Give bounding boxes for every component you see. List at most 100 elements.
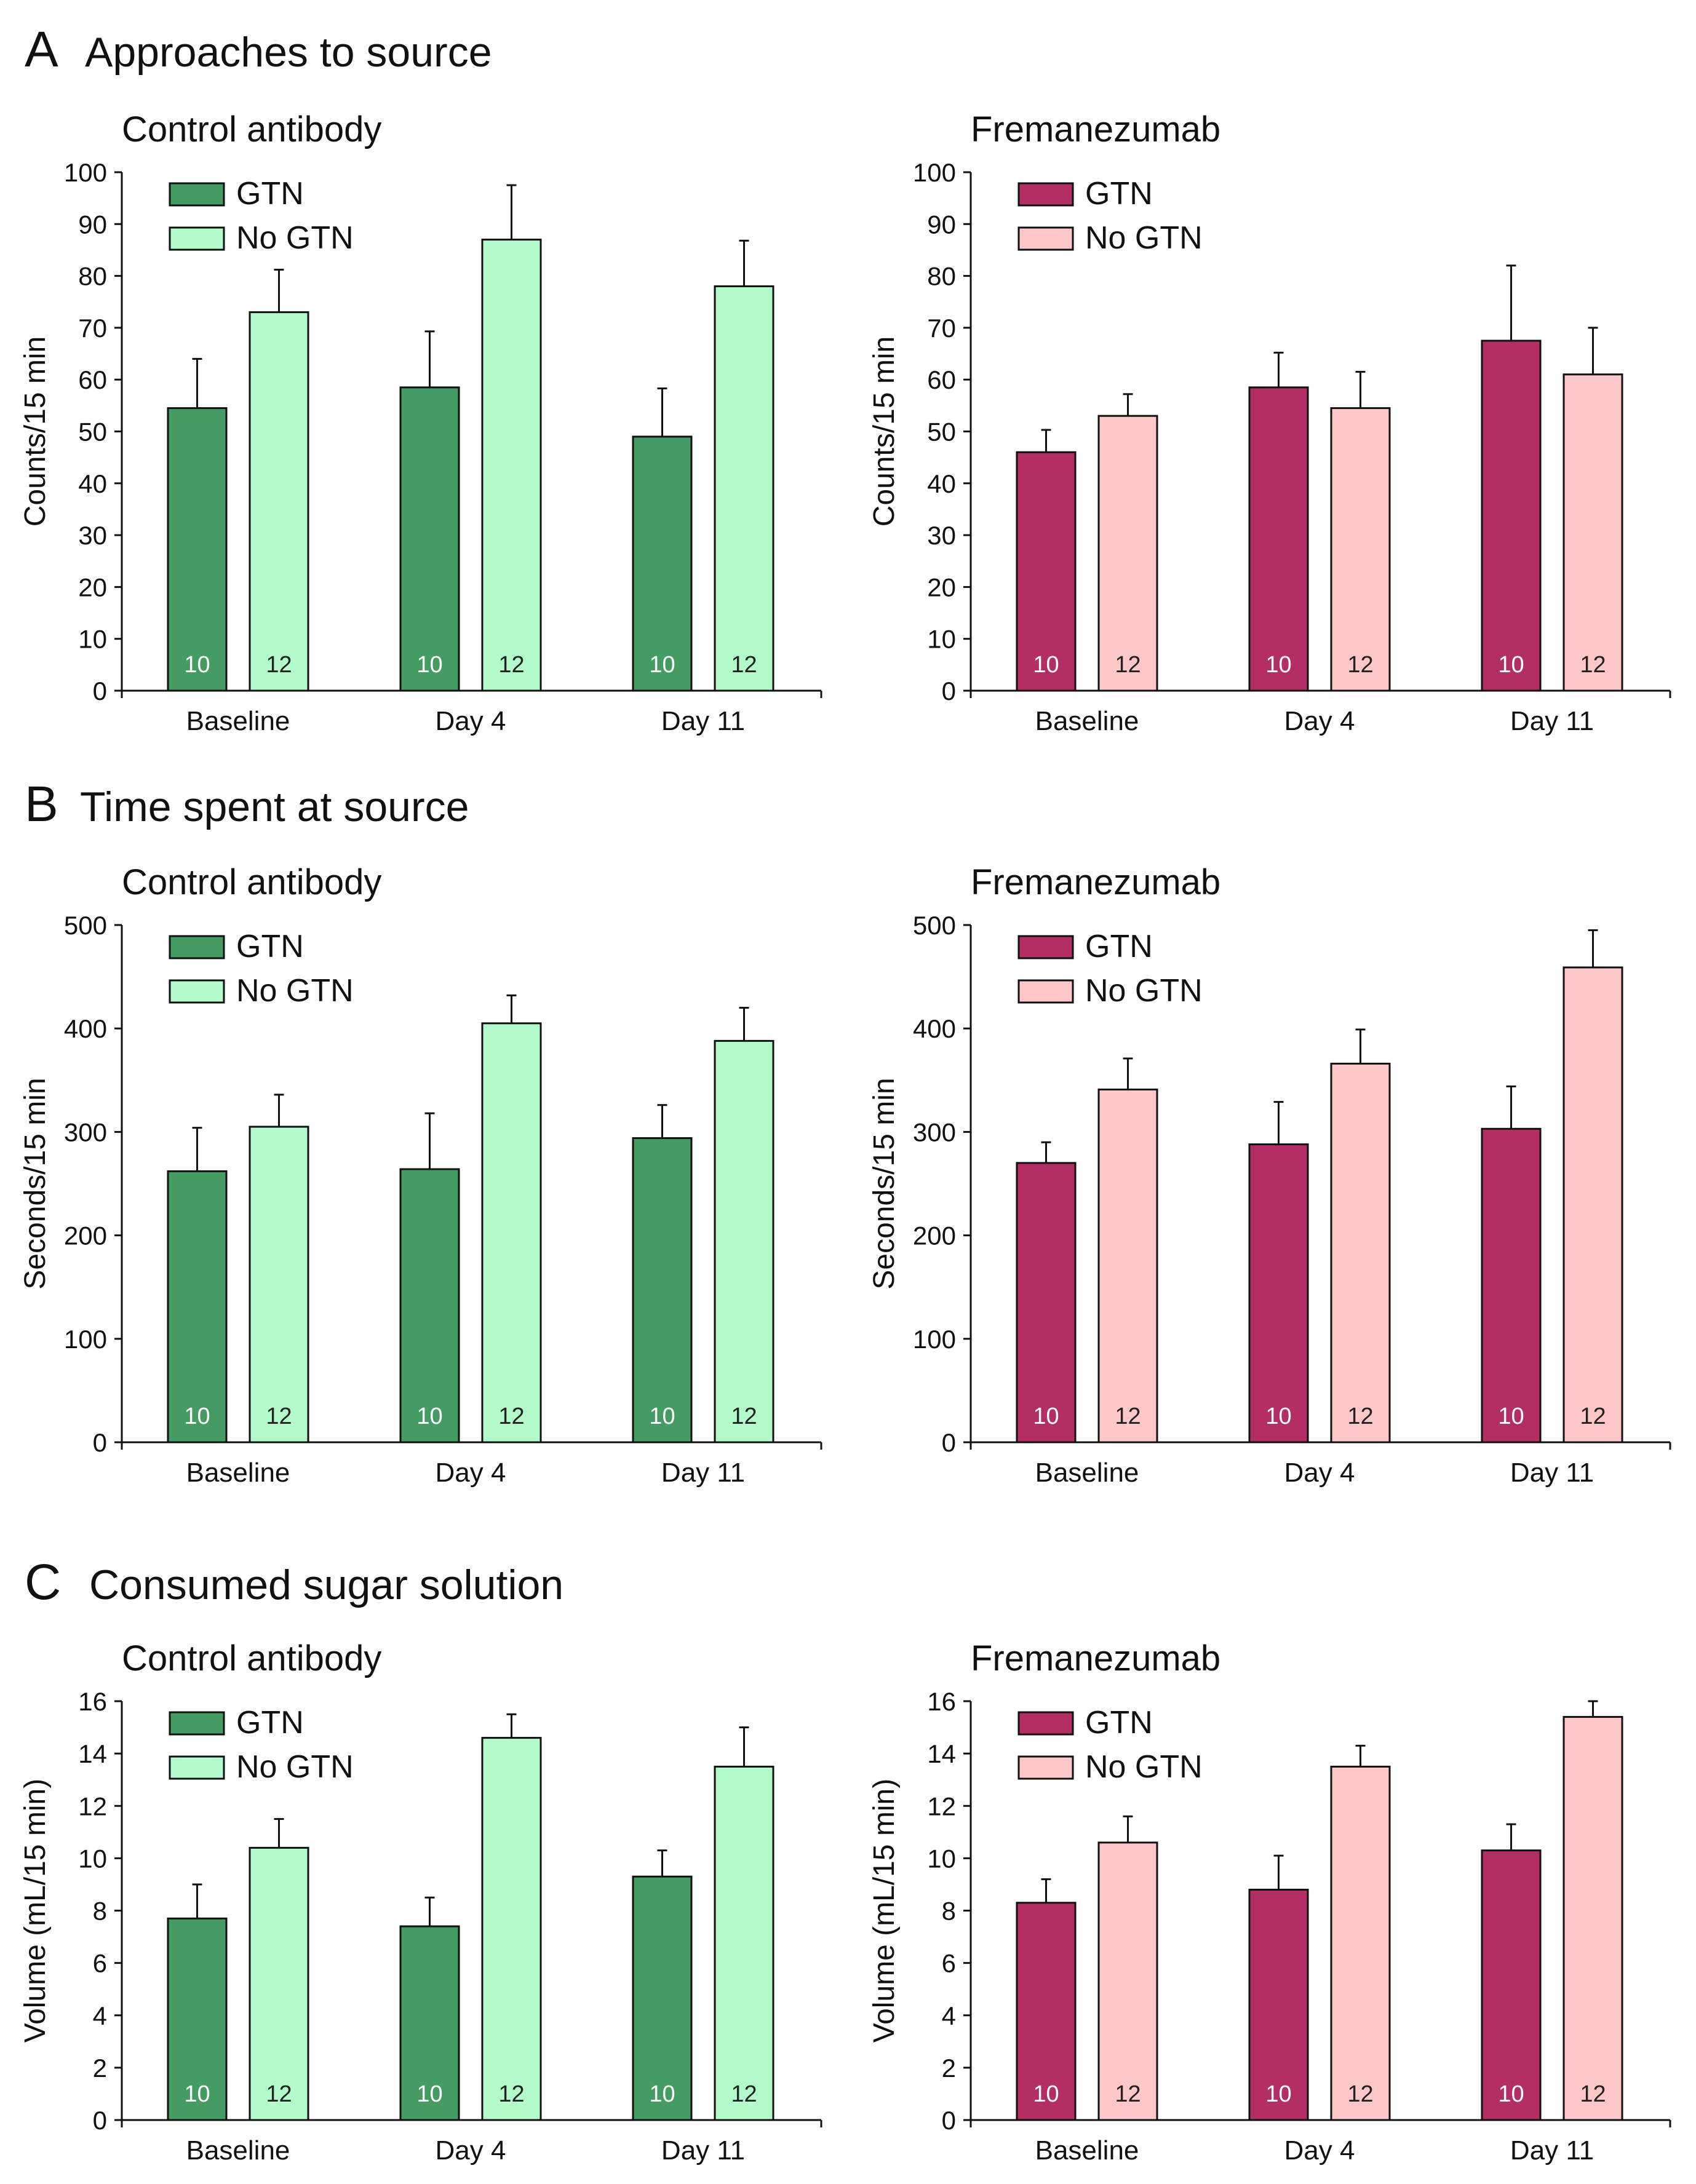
chart-fremanezumab: Fremanezumab Counts/15 min 10 10 10 12 12 12 0 10… <box>868 109 1671 736</box>
n-label: 10 <box>1033 652 1059 678</box>
bar-no-gtn-day-11 <box>714 285 774 692</box>
y-tick-label: 90 <box>927 210 956 239</box>
x-category-label: Day 4 <box>436 2135 506 2166</box>
panel-letter: A <box>25 22 58 77</box>
x-category-label: Day 11 <box>1510 2135 1594 2166</box>
n-label: 10 <box>1033 1404 1059 1429</box>
legend-swatch-gtn <box>169 182 225 207</box>
chart-title: Fremanezumab <box>971 862 1220 902</box>
x-category-label: Day 4 <box>1284 706 1355 736</box>
y-tick-label: 100 <box>913 158 956 187</box>
y-tick-label: 200 <box>64 1221 107 1250</box>
y-tick-label: 90 <box>78 210 107 239</box>
bar-gtn-baseline <box>1016 451 1077 692</box>
y-tick-label: 0 <box>942 677 956 705</box>
y-tick-label: 0 <box>93 1428 107 1457</box>
legend-label: No GTN <box>1085 1749 1203 1785</box>
n-label: 12 <box>1347 2081 1373 2107</box>
y-tick-label: 100 <box>64 1325 107 1354</box>
y-tick-label: 40 <box>78 469 107 498</box>
chart-control-antibody: Control antibody Volume (mL/15 min) 10 10 10… <box>19 1638 822 2166</box>
bar-no-gtn-day-11 <box>714 1039 774 1443</box>
y-tick-label: 40 <box>927 469 956 498</box>
y-tick-label: 10 <box>78 1844 107 1873</box>
n-label: 12 <box>498 652 524 678</box>
y-tick-label: 8 <box>942 1897 956 1926</box>
n-label: 12 <box>1115 2081 1141 2107</box>
bar-gtn-day-11 <box>632 1875 693 2121</box>
bar-no-gtn-baseline <box>249 311 309 692</box>
bar-gtn-baseline <box>167 1170 228 1443</box>
bar-gtn-baseline <box>167 1917 228 2121</box>
bar-no-gtn-baseline <box>249 1846 309 2121</box>
n-label: 10 <box>184 1404 210 1429</box>
bar-gtn-day-4 <box>1248 1143 1309 1443</box>
panel-a: A Approaches to source Control antibody Cou… <box>19 22 1671 736</box>
n-label: 12 <box>498 2081 524 2107</box>
y-tick-label: 20 <box>927 573 956 602</box>
legend-swatch-no-gtn <box>1017 1755 1074 1780</box>
chart-title: Control antibody <box>122 862 381 902</box>
bar-gtn-baseline <box>1016 1902 1077 2121</box>
legend-label: No GTN <box>236 1749 354 1785</box>
chart-title: Fremanezumab <box>971 109 1220 149</box>
n-label: 10 <box>1265 1404 1291 1429</box>
chart-control-antibody: Control antibody Seconds/15 min 10 10 10 12 12… <box>19 862 822 1488</box>
n-label: 10 <box>649 1404 675 1429</box>
x-category-label: Day 4 <box>1284 2135 1355 2166</box>
n-label: 10 <box>1498 652 1524 678</box>
legend-swatch-gtn <box>169 935 225 959</box>
legend-swatch-no-gtn <box>1017 226 1074 251</box>
y-tick-label: 70 <box>927 314 956 343</box>
chart-fremanezumab: Fremanezumab Volume (mL/15 min) 10 10 10 12 12… <box>868 1638 1671 2166</box>
legend-label: GTN <box>236 176 304 212</box>
n-label: 12 <box>1347 1404 1373 1429</box>
y-axis-label: Volume (mL/15 min) <box>19 1779 52 2043</box>
bar-gtn-day-4 <box>399 386 460 692</box>
bar-no-gtn-day-11 <box>1563 1716 1623 2121</box>
n-label: 10 <box>416 652 442 678</box>
bar-no-gtn-day-4 <box>1330 1765 1391 2121</box>
panel-letter: C <box>25 1554 61 1610</box>
chart-title: Control antibody <box>122 1638 381 1678</box>
y-tick-label: 12 <box>927 1792 956 1821</box>
legend-swatch-no-gtn <box>1017 979 1074 1004</box>
y-tick-label: 70 <box>78 314 107 343</box>
y-tick-label: 0 <box>93 2106 107 2135</box>
n-label: 12 <box>1115 1404 1141 1429</box>
y-tick-label: 300 <box>64 1118 107 1146</box>
y-tick-label: 16 <box>927 1687 956 1716</box>
bar-no-gtn-day-4 <box>481 1022 542 1443</box>
y-tick-label: 60 <box>927 365 956 394</box>
bar-no-gtn-baseline <box>1097 1841 1158 2121</box>
legend-label: GTN <box>1085 176 1153 212</box>
n-label: 10 <box>416 1404 442 1429</box>
n-label: 12 <box>1580 1404 1606 1429</box>
n-label: 12 <box>266 652 292 678</box>
panel-letter: B <box>25 776 58 832</box>
bar-gtn-baseline <box>1016 1162 1077 1443</box>
legend-swatch-gtn <box>1017 935 1074 959</box>
n-label: 10 <box>1498 1404 1524 1429</box>
bar-no-gtn-day-4 <box>481 1737 542 2121</box>
y-tick-label: 2 <box>93 2054 107 2083</box>
chart-fremanezumab: Fremanezumab Seconds/15 min 10 10 10 12 12 12 0 1… <box>868 862 1671 1488</box>
n-label: 12 <box>731 1404 757 1429</box>
n-label: 12 <box>266 2081 292 2107</box>
y-tick-label: 10 <box>78 625 107 654</box>
y-tick-label: 2 <box>942 2054 956 2083</box>
n-label: 12 <box>731 2081 757 2107</box>
n-label: 12 <box>731 652 757 678</box>
bar-gtn-baseline <box>167 407 228 692</box>
x-category-label: Baseline <box>186 1458 290 1488</box>
y-tick-label: 80 <box>78 262 107 291</box>
bar-no-gtn-day-4 <box>1330 1062 1391 1443</box>
x-category-label: Day 4 <box>436 1458 506 1488</box>
legend-swatch-no-gtn <box>169 979 225 1004</box>
y-axis-label: Seconds/15 min <box>868 1078 901 1289</box>
y-tick-label: 500 <box>913 911 956 940</box>
legend-label: No GTN <box>1085 973 1203 1009</box>
bar-no-gtn-day-11 <box>1563 373 1623 692</box>
panel-title: Time spent at source <box>80 784 469 830</box>
bar-gtn-day-4 <box>399 1168 460 1443</box>
